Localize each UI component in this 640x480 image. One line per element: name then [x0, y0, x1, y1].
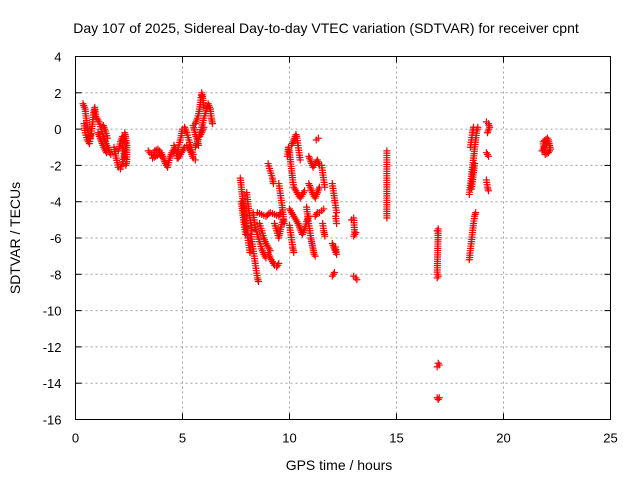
data-point	[485, 187, 493, 195]
data-point	[434, 272, 442, 280]
x-tick-label: 15	[389, 431, 403, 446]
data-point	[321, 183, 329, 191]
data-point	[333, 219, 341, 227]
data-point	[434, 396, 442, 404]
data-point	[191, 156, 199, 164]
data-point	[320, 205, 328, 213]
data-point	[471, 160, 479, 168]
x-tick-label: 0	[72, 431, 79, 446]
data-point	[542, 135, 550, 143]
data-point	[80, 103, 88, 111]
y-tick-label: -8	[50, 267, 62, 282]
data-point	[154, 145, 162, 153]
data-point	[311, 252, 319, 260]
x-axis-label: GPS time / hours	[286, 457, 393, 473]
y-tick-label: -10	[43, 304, 62, 319]
x-tick-label: 5	[179, 431, 186, 446]
data-point	[121, 154, 129, 162]
y-tick-label: 4	[54, 50, 61, 65]
data-point	[333, 209, 341, 217]
data-point	[193, 140, 201, 148]
data-point	[485, 125, 493, 133]
data-point	[330, 268, 338, 276]
data-point	[200, 123, 208, 131]
data-point	[193, 116, 201, 124]
data-point	[543, 134, 551, 142]
y-tick-label: -16	[43, 413, 62, 428]
data-point	[332, 243, 340, 251]
data-point	[314, 134, 322, 142]
data-point	[434, 359, 442, 367]
data-point	[144, 147, 152, 155]
data-point	[107, 151, 115, 159]
data-point	[279, 216, 287, 224]
data-point	[254, 278, 262, 286]
x-axis-ticks: 0 5 10 15 20 25	[72, 56, 618, 446]
chart-title: Day 107 of 2025, Sidereal Day-to-day VTE…	[73, 20, 579, 36]
y-axis-label: SDTVAR / TECUs	[7, 182, 23, 294]
data-point	[296, 156, 304, 164]
data-point	[300, 187, 308, 195]
data-point	[433, 274, 441, 282]
data-point	[483, 151, 491, 159]
y-tick-label: -14	[43, 376, 62, 391]
y-tick-label: -12	[43, 340, 62, 355]
y-tick-label: -6	[50, 231, 62, 246]
y-tick-label: 2	[54, 86, 61, 101]
data-point	[246, 249, 254, 257]
data-point	[321, 232, 329, 240]
x-tick-label: 25	[603, 431, 617, 446]
y-tick-label: 0	[54, 122, 61, 137]
data-point	[248, 227, 256, 235]
data-point	[310, 250, 318, 258]
data-point	[86, 131, 94, 139]
data-point	[472, 209, 480, 217]
data-point	[312, 210, 320, 218]
data-point	[158, 152, 166, 160]
data-point	[208, 120, 216, 128]
x-tick-label: 20	[496, 431, 510, 446]
data-point	[383, 214, 391, 222]
data-point	[484, 127, 492, 135]
data-point	[152, 146, 160, 154]
data-point	[290, 249, 298, 257]
x-tick-label: 10	[282, 431, 296, 446]
y-tick-label: -2	[50, 158, 62, 173]
data-point	[483, 129, 491, 137]
data-point	[122, 161, 130, 169]
y-tick-label: -4	[50, 195, 62, 210]
data-point	[103, 149, 111, 157]
data-point	[470, 123, 478, 131]
data-point	[353, 276, 361, 284]
data-point	[80, 102, 88, 110]
data-points	[79, 89, 555, 404]
data-point	[274, 261, 282, 269]
gridlines	[75, 56, 611, 420]
data-point	[352, 229, 360, 237]
data-point	[433, 363, 441, 371]
data-point	[104, 134, 112, 142]
y-axis-ticks: 4 2 0 -2 -4 -6 -8 -10 -12 -14 -16	[43, 50, 611, 428]
data-point	[485, 152, 493, 160]
data-point	[329, 270, 337, 278]
data-point	[157, 151, 165, 159]
data-point	[275, 259, 283, 267]
